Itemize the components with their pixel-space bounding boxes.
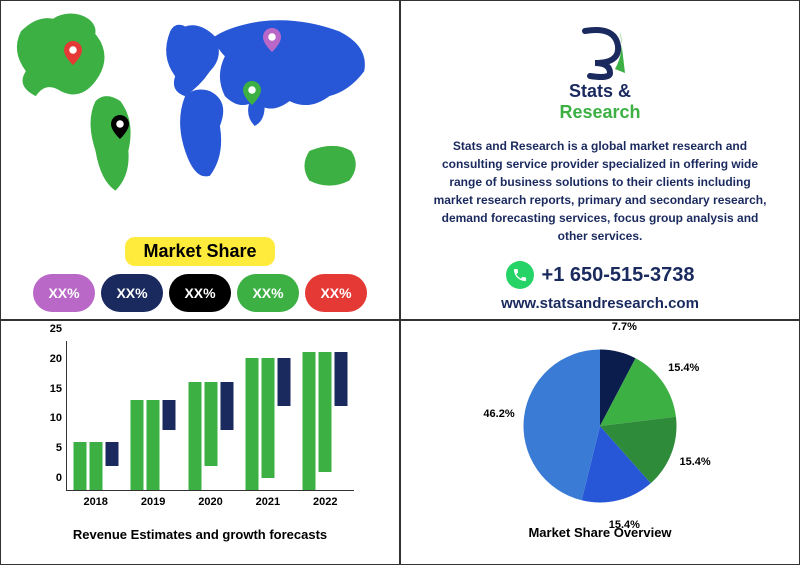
pie-chart-wrap: 7.7%15.4%15.4%15.4%46.2% xyxy=(411,331,789,521)
bar-ytick: 20 xyxy=(37,353,62,365)
bar-xtick: 2019 xyxy=(141,496,165,508)
bar-chart-panel: 051015202520182019202020212022 Revenue E… xyxy=(0,320,400,565)
logo-text-line1: Stats & xyxy=(569,81,631,101)
map-panel: Market Share XX%XX%XX%XX%XX% xyxy=(0,0,400,320)
market-share-pill-row: XX%XX%XX%XX%XX% xyxy=(33,274,367,312)
bar-series2 xyxy=(261,358,274,478)
phone-number: +1 650-515-3738 xyxy=(542,264,695,287)
bar-series1 xyxy=(303,352,316,490)
bar-ytick: 15 xyxy=(37,383,62,395)
australia-shape xyxy=(304,146,355,186)
market-share-pie-chart xyxy=(510,336,690,516)
company-website: www.statsandresearch.com xyxy=(501,295,699,312)
phone-icon xyxy=(506,261,534,289)
bar-series3 xyxy=(105,442,118,466)
bar-series3 xyxy=(277,358,290,406)
pie-label-0: 7.7% xyxy=(612,321,637,333)
pie-label-3: 15.4% xyxy=(609,519,640,531)
infographic-container: Market Share XX%XX%XX%XX%XX% Stats & Res… xyxy=(0,0,800,565)
bar-xtick: 2022 xyxy=(313,496,337,508)
bar-series2 xyxy=(147,400,160,490)
north-america-pin xyxy=(64,41,82,65)
phone-row: +1 650-515-3738 xyxy=(506,261,695,289)
pie-chart-panel: 7.7% 15.4% 15.4% 15.4% 46.2% Market Share Ov… xyxy=(400,320,800,565)
bar-group-2022 xyxy=(303,352,348,490)
market-share-pill-2: XX% xyxy=(169,274,231,312)
bar-series2 xyxy=(204,382,217,466)
market-share-pill-1: XX% xyxy=(101,274,163,312)
bar-series3 xyxy=(220,382,233,430)
bar-series3 xyxy=(163,400,176,430)
world-map xyxy=(1,1,399,231)
logo-mark-icon xyxy=(570,21,630,81)
south-asia-pin xyxy=(243,81,261,105)
bar-ytick: 0 xyxy=(37,472,62,484)
company-logo: Stats & Research xyxy=(559,21,640,123)
bar-series2 xyxy=(319,352,332,472)
bar-group-2018 xyxy=(73,442,118,490)
bar-ytick: 5 xyxy=(37,442,62,454)
north-asia-pin xyxy=(263,28,281,52)
company-info-panel: Stats & Research Stats and Research is a… xyxy=(400,0,800,320)
market-share-pill-3: XX% xyxy=(237,274,299,312)
bar-ytick: 25 xyxy=(37,323,62,335)
pie-label-4: 46.2% xyxy=(483,408,514,420)
bar-xtick: 2020 xyxy=(198,496,222,508)
logo-text-line2: Research xyxy=(559,102,640,122)
bar-group-2019 xyxy=(131,400,176,490)
bar-xtick: 2018 xyxy=(83,496,107,508)
bar-series1 xyxy=(131,400,144,490)
bar-group-2020 xyxy=(188,382,233,490)
south-america-pin xyxy=(111,115,129,139)
market-share-label: Market Share xyxy=(125,237,274,266)
bar-series1 xyxy=(73,442,86,490)
bar-chart-title: Revenue Estimates and growth forecasts xyxy=(16,527,384,542)
bar-series3 xyxy=(335,352,348,406)
bar-plot-area: 051015202520182019202020212022 xyxy=(66,341,354,491)
bar-xtick: 2021 xyxy=(256,496,280,508)
pie-chart-title: Market Share Overview xyxy=(411,525,789,540)
bar-ytick: 10 xyxy=(37,412,62,424)
logo-text: Stats & Research xyxy=(559,81,640,123)
market-share-pill-4: XX% xyxy=(305,274,367,312)
bar-series1 xyxy=(188,382,201,490)
pie-label-2: 15.4% xyxy=(679,456,710,468)
bar-series1 xyxy=(245,358,258,490)
pie-label-1: 15.4% xyxy=(668,362,699,374)
bar-group-2021 xyxy=(245,358,290,490)
revenue-bar-chart: 051015202520182019202020212022 xyxy=(16,331,384,521)
bar-series2 xyxy=(89,442,102,490)
company-description: Stats and Research is a global market re… xyxy=(431,137,769,245)
world-map-svg xyxy=(1,1,399,231)
americas-shape xyxy=(17,14,131,191)
market-share-pill-0: XX% xyxy=(33,274,95,312)
